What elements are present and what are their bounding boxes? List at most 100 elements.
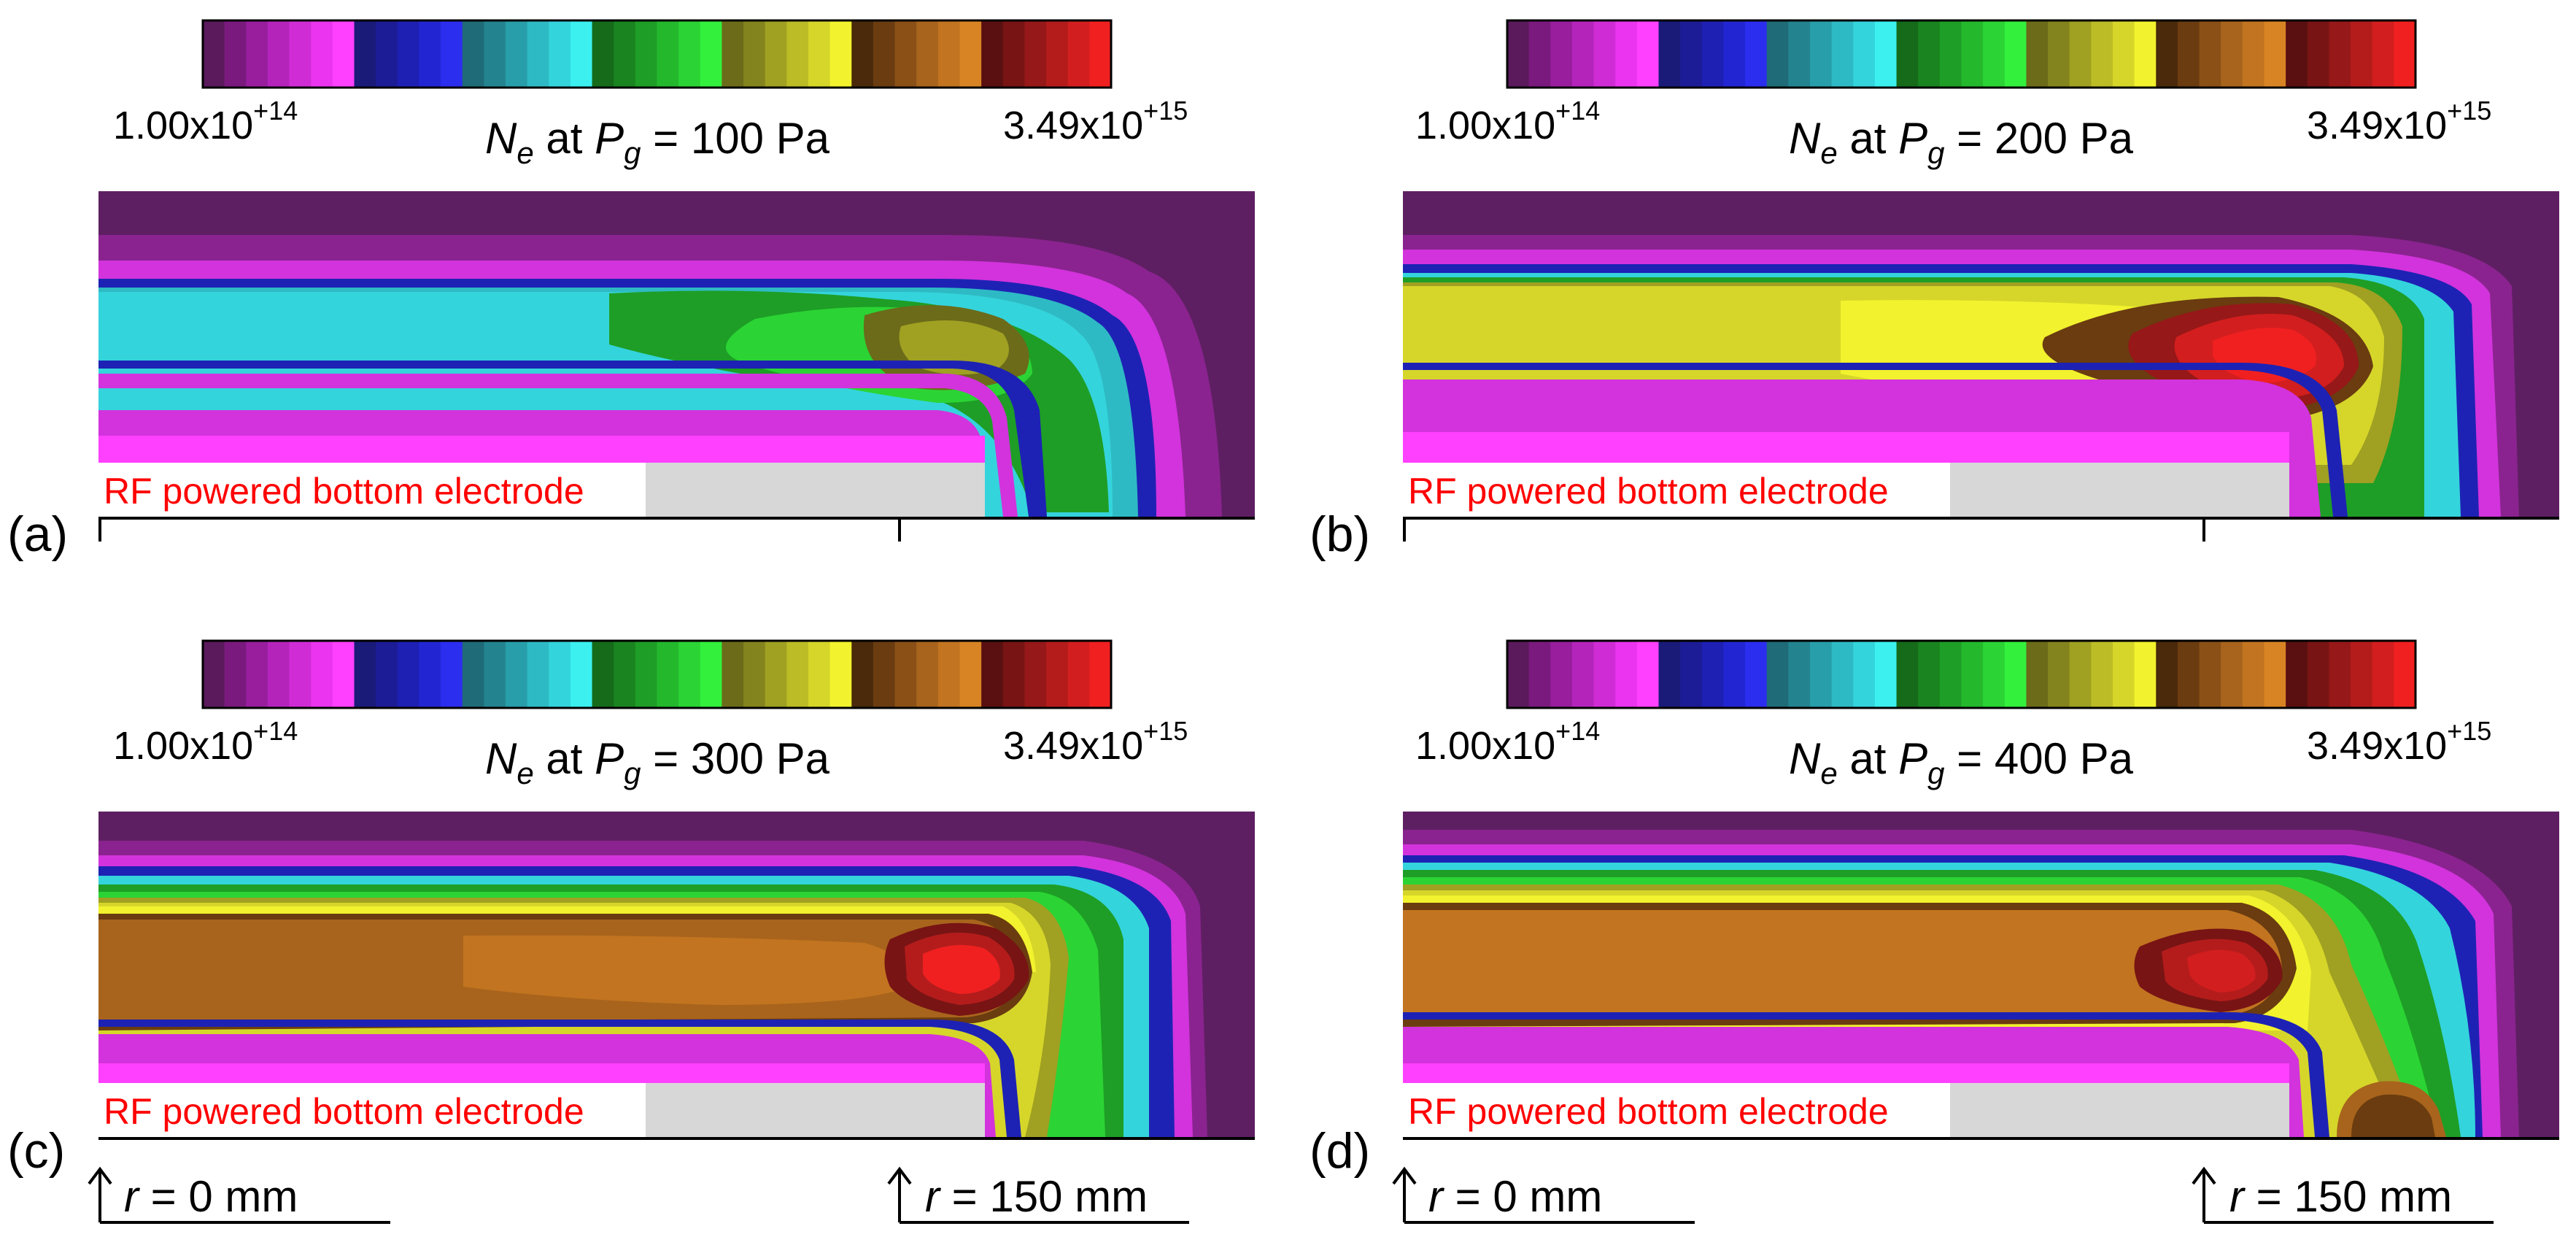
colorbar-swatch — [419, 641, 441, 708]
colorbar-swatch — [2069, 641, 2092, 708]
colorbar-swatch — [1680, 20, 1703, 88]
colorbar-swatch — [2372, 641, 2394, 708]
colorbar-swatch — [484, 20, 506, 88]
colorbar-a-min: 1.00x10+14 — [113, 96, 298, 147]
colorbar-swatch — [506, 641, 528, 708]
panel-b-title: Ne at Pg = 200 Pa — [1789, 114, 2134, 170]
colorbar-swatch — [1507, 641, 1530, 708]
colorbar-swatch — [1046, 641, 1069, 708]
colorbar-swatch — [916, 20, 939, 88]
colorbar-border — [1506, 19, 2417, 89]
panel-tag-a: (a) — [7, 506, 68, 562]
colorbar-d — [1506, 639, 2417, 709]
colorbar-swatch — [743, 20, 766, 88]
colorbar-swatch — [2113, 641, 2135, 708]
colorbar-swatch — [2242, 641, 2265, 708]
colorbar-swatch — [1593, 20, 1616, 88]
colorbar-swatch — [2264, 641, 2286, 708]
colorbar-swatch — [246, 20, 268, 88]
colorbar-swatch — [959, 20, 982, 88]
contour-plot-c — [98, 812, 1255, 1137]
colorbar-swatch — [2329, 20, 2351, 88]
colorbar-swatch — [1983, 641, 2006, 708]
colorbar-swatch — [1766, 20, 1789, 88]
panel-c-title: Ne at Pg = 300 Pa — [485, 734, 830, 790]
colorbar-b-max: 3.49x10+15 — [2307, 96, 2491, 147]
colorbar-swatch — [1788, 641, 1811, 708]
colorbar-swatch — [1571, 641, 1595, 708]
colorbar-swatch — [700, 641, 723, 708]
colorbar-swatch — [1615, 20, 1638, 88]
colorbar-swatch — [1550, 641, 1573, 708]
colorbar-swatch — [1550, 20, 1573, 88]
axis-label-d-left: r = 0 mm — [1428, 1172, 1602, 1221]
colorbar-swatch — [2134, 641, 2157, 708]
colorbar-swatch — [2221, 20, 2243, 88]
colorbar-swatch — [570, 641, 593, 708]
panel-d-title: Ne at Pg = 400 Pa — [1789, 734, 2134, 790]
colorbar-swatch — [203, 641, 225, 708]
colorbar-b-min: 1.00x10+14 — [1415, 96, 1600, 147]
colorbar-swatch — [2026, 641, 2049, 708]
colorbar-a-max: 3.49x10+15 — [1003, 96, 1188, 147]
colorbar-swatch — [2286, 641, 2308, 708]
colorbar-swatch — [2113, 20, 2135, 88]
colorbar-swatch — [1002, 641, 1026, 708]
colorbar-swatch — [1571, 20, 1595, 88]
colorbar-swatch — [2069, 20, 2092, 88]
colorbar-swatch — [289, 20, 312, 88]
colorbar-b — [1506, 19, 2417, 89]
axis-label-d-right: r = 150 mm — [2229, 1172, 2452, 1221]
colorbar-swatch — [2026, 20, 2049, 88]
colorbar-swatch — [765, 20, 787, 88]
colorbar-swatch — [1896, 20, 1919, 88]
colorbar-swatch — [894, 641, 917, 708]
colorbar-swatch — [592, 20, 614, 88]
colorbar-swatch — [1810, 641, 1833, 708]
colorbar-swatch — [2004, 20, 2027, 88]
colorbar-swatch — [614, 20, 636, 88]
colorbar-swatch — [1896, 641, 1919, 708]
panel-d: 1.00x10+14 3.49x10+15 Ne at Pg = 400 Pa — [1310, 639, 2559, 1224]
colorbar-swatch — [2091, 20, 2113, 88]
colorbar-swatch — [311, 20, 333, 88]
colorbar-swatch — [851, 20, 874, 88]
colorbar-border — [1506, 639, 2417, 709]
colorbar-swatch — [267, 20, 290, 88]
contour-plot-a — [98, 191, 1255, 517]
colorbar-swatch — [2394, 20, 2416, 88]
colorbar-swatch — [1701, 641, 1725, 708]
colorbar-swatch — [441, 20, 463, 88]
colorbar-swatch — [462, 20, 484, 88]
colorbar-swatch — [808, 641, 831, 708]
colorbar-swatch — [1636, 20, 1660, 88]
colorbar-swatch — [1658, 641, 1681, 708]
colorbar-swatch — [1723, 20, 1746, 88]
colorbar-swatch — [354, 641, 376, 708]
colorbar-swatch — [1939, 641, 1962, 708]
colorbar-swatch — [981, 20, 1004, 88]
colorbar-swatch — [1766, 641, 1789, 708]
colorbar-border — [201, 639, 1113, 709]
colorbar-swatch — [657, 20, 679, 88]
colorbar-swatch — [2091, 641, 2113, 708]
panel-c: 1.00x10+14 3.49x10+15 Ne at Pg = 300 Pa — [7, 639, 1255, 1224]
colorbar-swatch — [570, 20, 593, 88]
colorbar-swatch — [1874, 641, 1898, 708]
colorbar-swatch — [959, 641, 982, 708]
colorbar-swatch — [419, 20, 441, 88]
contour-plot-d — [1403, 812, 2559, 1137]
colorbar-swatch — [1831, 641, 1854, 708]
colorbar-swatch — [1507, 20, 1530, 88]
colorbar-swatch — [1680, 641, 1703, 708]
colorbar-d-min: 1.00x10+14 — [1415, 716, 1600, 768]
colorbar-swatch — [1853, 641, 1876, 708]
colorbar-swatch — [743, 641, 766, 708]
panel-tag-c: (c) — [7, 1123, 65, 1179]
axis-marker-d-right: r = 150 mm — [2192, 1166, 2494, 1224]
colorbar-swatch — [808, 20, 831, 88]
colorbar-swatch — [246, 641, 268, 708]
colorbar-swatch — [635, 20, 658, 88]
colorbar-swatch — [722, 641, 744, 708]
colorbar-swatch — [397, 20, 420, 88]
